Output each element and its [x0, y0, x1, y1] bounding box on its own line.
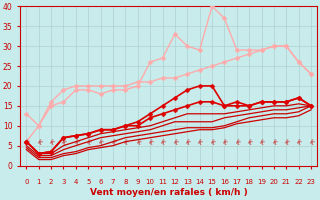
Text: k: k [172, 139, 178, 146]
Text: k: k [122, 139, 129, 146]
Text: k: k [134, 139, 141, 146]
Text: k: k [23, 139, 30, 146]
Text: k: k [308, 139, 314, 146]
Text: k: k [295, 139, 302, 146]
Text: k: k [184, 139, 190, 146]
Text: k: k [110, 139, 116, 146]
Text: k: k [159, 139, 166, 146]
Text: k: k [36, 139, 42, 146]
Text: k: k [147, 139, 153, 146]
Text: k: k [258, 139, 265, 146]
Text: k: k [85, 139, 92, 146]
Text: k: k [196, 139, 203, 146]
Text: k: k [221, 139, 228, 146]
Text: k: k [271, 139, 277, 146]
Text: k: k [209, 139, 215, 146]
Text: k: k [283, 139, 290, 146]
Text: k: k [246, 139, 252, 146]
Text: k: k [97, 139, 104, 146]
X-axis label: Vent moyen/en rafales ( km/h ): Vent moyen/en rafales ( km/h ) [90, 188, 248, 197]
Text: k: k [73, 139, 79, 146]
Text: k: k [234, 139, 240, 146]
Text: k: k [48, 139, 54, 146]
Text: k: k [60, 139, 67, 146]
